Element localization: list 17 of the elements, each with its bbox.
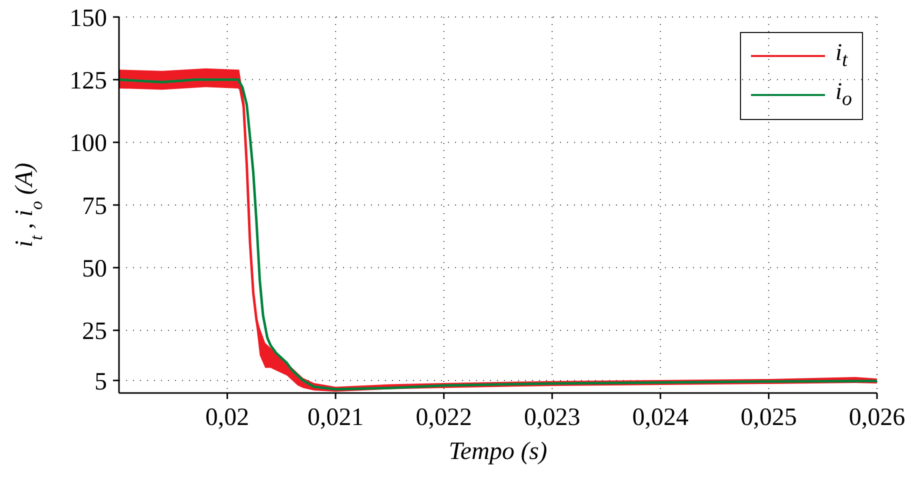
x-tick-label: 0,02 bbox=[205, 404, 250, 431]
x-tick-label: 0,021 bbox=[307, 404, 364, 431]
y-tick-label: 75 bbox=[82, 192, 107, 220]
y-tick-label: 100 bbox=[70, 130, 107, 158]
y-tick-label: 25 bbox=[82, 318, 107, 346]
legend-label: i$_{o}$ bbox=[835, 78, 852, 112]
y-tick-label: 150 bbox=[70, 4, 107, 32]
x-tick-label: 0,022 bbox=[416, 404, 472, 431]
legend-label: i$_{t}$ bbox=[835, 39, 848, 73]
y-tick-label: 50 bbox=[82, 256, 107, 283]
x-tick-label: 0,023 bbox=[524, 404, 580, 431]
y-tick-label: 5 bbox=[94, 368, 107, 396]
y-tick-label: 125 bbox=[70, 68, 107, 95]
x-axis-title: Tempo (s) bbox=[448, 438, 548, 465]
x-tick-label: 0,025 bbox=[740, 404, 797, 431]
x-tick-label: 0,026 bbox=[848, 404, 906, 431]
x-tick-label: 0,024 bbox=[632, 404, 690, 431]
